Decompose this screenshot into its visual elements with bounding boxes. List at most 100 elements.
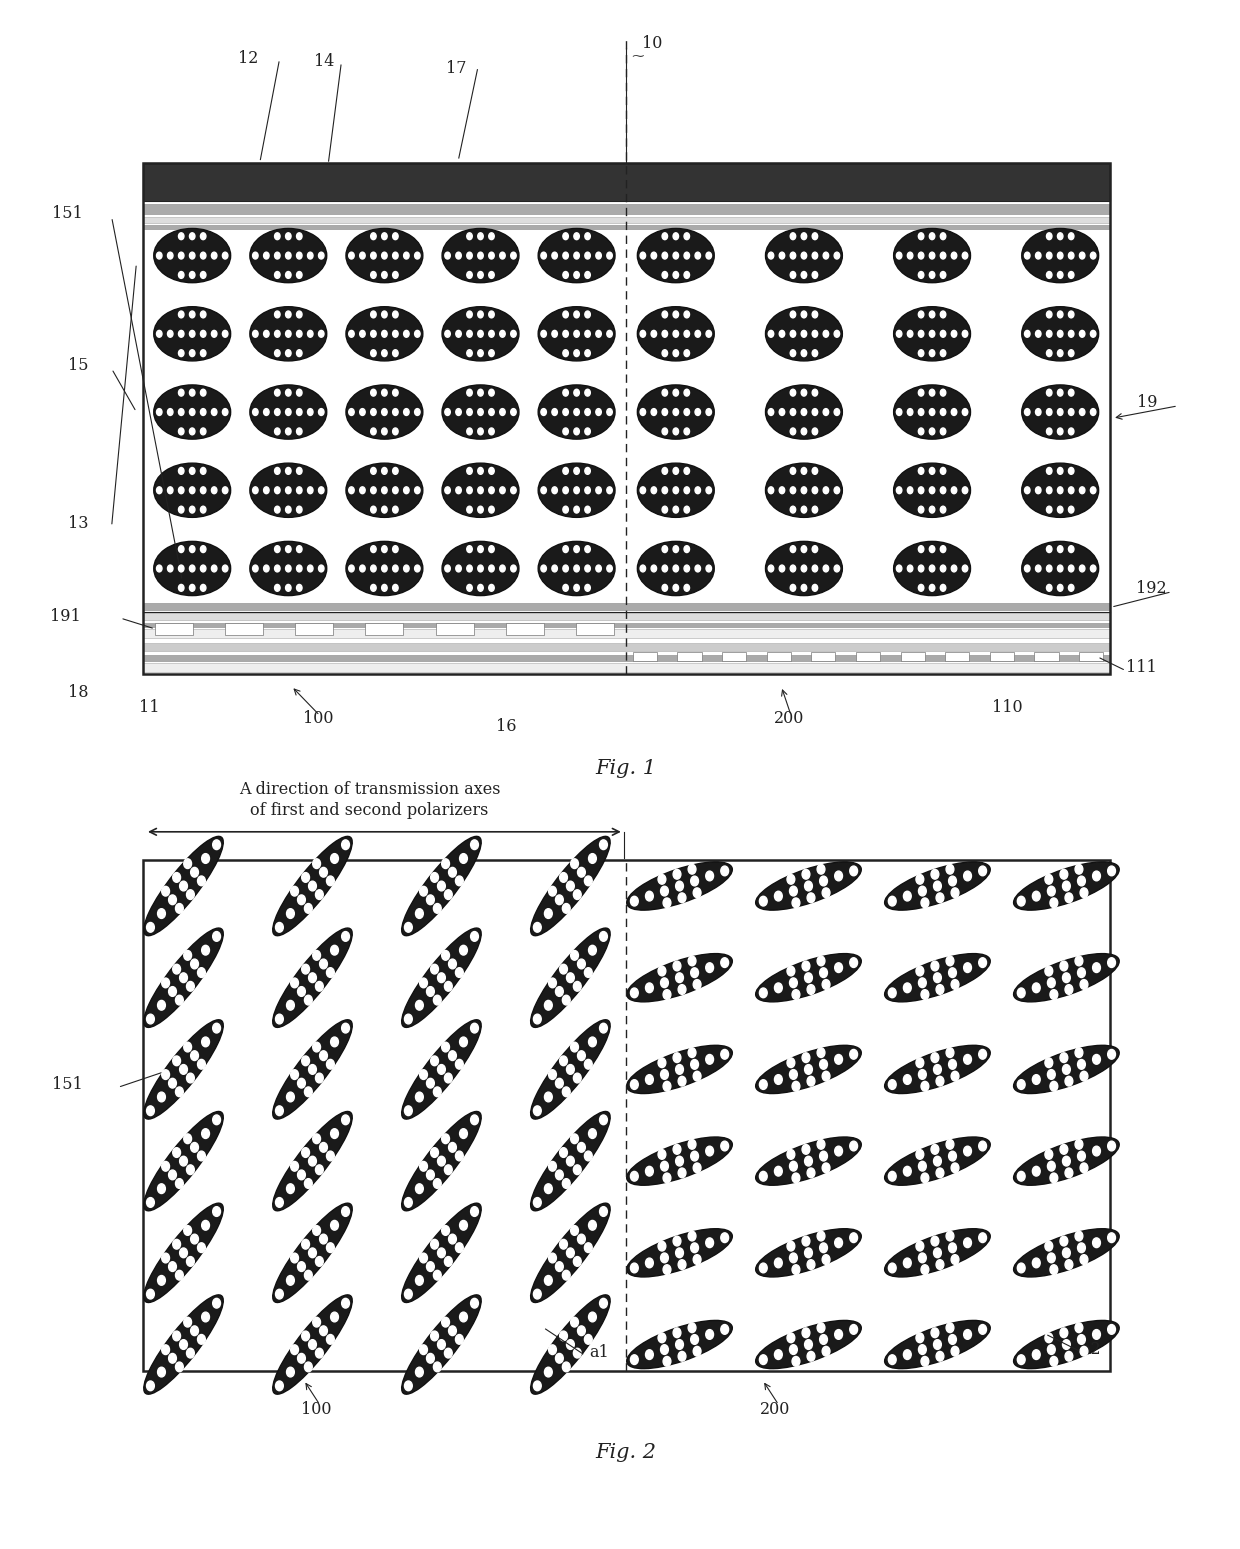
Circle shape [556,1078,563,1087]
Circle shape [1047,507,1052,513]
Circle shape [1069,545,1074,553]
Circle shape [305,996,312,1005]
Circle shape [812,584,817,592]
Circle shape [489,565,495,572]
Circle shape [146,1106,154,1115]
Circle shape [404,923,412,932]
Ellipse shape [637,542,714,595]
Circle shape [904,984,911,993]
Circle shape [1058,271,1063,279]
Circle shape [190,486,195,494]
Circle shape [931,869,939,880]
Circle shape [929,232,935,240]
Circle shape [274,389,280,397]
Circle shape [720,957,729,968]
Circle shape [820,1060,827,1069]
Circle shape [940,507,946,513]
Circle shape [934,1248,941,1258]
Circle shape [552,409,558,415]
Circle shape [1107,866,1116,875]
Circle shape [940,545,946,553]
Text: 200: 200 [760,1402,790,1417]
Text: 14: 14 [314,54,334,70]
Circle shape [684,507,689,513]
Circle shape [805,973,812,982]
Circle shape [694,409,701,415]
Circle shape [929,486,935,494]
Circle shape [1063,973,1070,982]
Circle shape [201,565,206,572]
Circle shape [415,1092,423,1101]
Circle shape [790,350,796,356]
Ellipse shape [765,542,842,595]
Circle shape [1090,486,1096,494]
Circle shape [946,864,954,874]
Circle shape [533,1106,541,1115]
Circle shape [919,977,926,988]
Circle shape [1107,1324,1116,1334]
Circle shape [285,350,291,356]
Circle shape [489,468,495,474]
Circle shape [202,1312,210,1321]
Circle shape [315,1348,324,1358]
Circle shape [1069,565,1074,572]
Circle shape [167,486,174,494]
Circle shape [1058,409,1063,415]
Circle shape [801,330,807,338]
Circle shape [186,889,195,900]
Circle shape [678,1168,686,1177]
Circle shape [274,409,280,415]
Circle shape [404,1015,412,1024]
Circle shape [449,959,456,968]
Circle shape [929,545,935,553]
Circle shape [949,1060,956,1069]
Circle shape [946,1231,954,1241]
Circle shape [1045,1149,1053,1159]
Circle shape [1107,1049,1116,1060]
Circle shape [559,965,568,974]
Circle shape [584,1060,593,1069]
Circle shape [449,1050,456,1061]
Circle shape [489,271,495,279]
Circle shape [489,409,495,415]
Circle shape [688,1323,696,1332]
Circle shape [319,409,324,415]
Ellipse shape [538,386,615,440]
Circle shape [1092,1146,1100,1156]
Circle shape [673,409,678,415]
Circle shape [1017,897,1025,906]
Circle shape [213,1207,221,1216]
Circle shape [1065,1077,1073,1086]
Circle shape [285,545,291,553]
Circle shape [430,1056,439,1066]
Bar [945,652,970,661]
Circle shape [673,565,678,572]
Circle shape [161,1345,170,1354]
Circle shape [296,468,303,474]
Circle shape [274,271,280,279]
Circle shape [691,1151,698,1160]
Circle shape [1092,871,1100,881]
Circle shape [584,1242,593,1253]
Text: 200: 200 [774,711,804,726]
Circle shape [1092,1238,1100,1247]
Circle shape [290,977,299,988]
Circle shape [817,1140,825,1149]
Circle shape [897,252,901,259]
Circle shape [477,409,484,415]
Circle shape [919,330,924,338]
Circle shape [348,565,355,572]
Circle shape [949,1151,956,1160]
Circle shape [427,895,434,905]
Circle shape [688,1231,696,1241]
Circle shape [919,584,924,592]
Circle shape [630,1171,639,1182]
Circle shape [640,409,646,415]
Circle shape [646,984,653,993]
Circle shape [296,252,303,259]
Circle shape [897,330,901,338]
Circle shape [787,1149,795,1159]
Circle shape [563,271,568,279]
Circle shape [548,886,557,895]
Circle shape [1047,389,1052,397]
